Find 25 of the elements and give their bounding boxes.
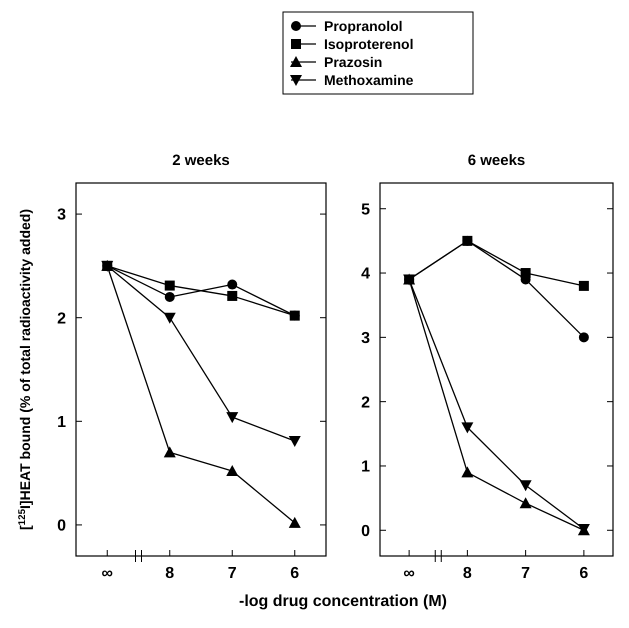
legend-label: Methoxamine [324,72,414,88]
chart-title: 2 weeks [172,152,230,169]
x-tick-label: ∞ [403,565,415,582]
y-tick-label: 3 [57,206,66,224]
y-tick-label: 3 [361,330,370,347]
x-tick-label: 8 [165,565,174,582]
x-tick-label: 7 [521,565,530,582]
legend-label: Isoproterenol [324,36,414,52]
x-tick-label: 8 [462,565,472,582]
legend-label: Propranolol [324,18,403,34]
x-tick-label: 6 [579,565,588,582]
x-axis-title: -log drug concentration (M) [239,593,447,610]
x-tick-label: 6 [290,565,300,582]
y-tick-label: 1 [57,414,66,431]
chart-title: 6 weeks [468,152,526,169]
y-tick-label: 0 [361,522,370,540]
x-tick-label: 7 [228,565,237,582]
y-tick-label: 2 [361,394,370,412]
y-tick-label: 5 [361,201,370,218]
x-tick-label: ∞ [102,565,113,582]
legend-label: Prazosin [324,54,382,70]
y-tick-label: 4 [361,266,370,283]
y-tick-label: 0 [57,518,66,535]
y-tick-label: 2 [57,310,66,328]
y-tick-label: 1 [361,458,370,476]
